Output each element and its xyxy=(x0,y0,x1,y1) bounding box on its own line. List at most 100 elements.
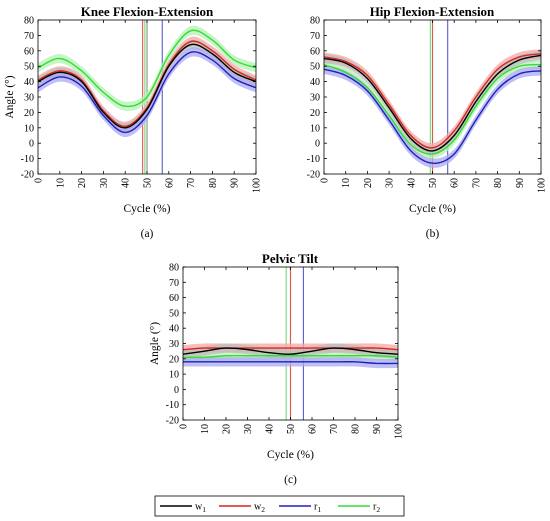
series-line-w1 xyxy=(38,43,256,129)
series-line-w2 xyxy=(324,53,541,149)
xtick-label: 30 xyxy=(99,178,110,188)
legend-label-r2: r2 xyxy=(373,502,380,515)
ytick-label: 50 xyxy=(24,62,34,73)
xtick-label: 90 xyxy=(230,178,241,188)
ytick-label: 70 xyxy=(310,31,320,42)
xtick-label: 40 xyxy=(406,178,417,188)
chart-title: Knee Flexion-Extension xyxy=(81,4,214,19)
xtick-label: 20 xyxy=(222,424,233,434)
xtick-label: 10 xyxy=(200,424,211,434)
ytick-label: -10 xyxy=(166,400,179,411)
xtick-label: 90 xyxy=(515,178,526,188)
ytick-label: -20 xyxy=(166,416,179,427)
legend-label-base: w xyxy=(254,502,262,513)
band-r2 xyxy=(38,25,256,112)
ytick-label: 20 xyxy=(24,108,34,119)
ytick-label: 50 xyxy=(310,62,320,73)
xtick-label: 50 xyxy=(428,178,439,188)
series-line-w2 xyxy=(38,40,256,127)
xtick-label: 60 xyxy=(450,178,461,188)
x-axis-label: Cycle (%) xyxy=(409,203,456,215)
xtick-label: 0 xyxy=(320,178,331,183)
xtick-label: 80 xyxy=(208,178,219,188)
y-axis-label: Angle (°) xyxy=(4,75,16,118)
x-axis-label: Cycle (%) xyxy=(267,449,314,461)
ytick-label: 40 xyxy=(169,324,179,335)
chart-panel-2: -20 -10 0 10 20 30 40 50 60 70 80 0 10 20 30 40 50 60 70 80… xyxy=(307,4,548,240)
ytick-label: 0 xyxy=(174,385,179,396)
ytick-label: 40 xyxy=(310,77,320,88)
band-r1 xyxy=(38,47,256,138)
ytick-label: 10 xyxy=(169,370,179,381)
ytick-label: 50 xyxy=(169,308,179,319)
xtick-label: 100 xyxy=(537,178,548,193)
xtick-label: 40 xyxy=(265,424,276,434)
series-line-r2 xyxy=(324,63,541,155)
ytick-label: 80 xyxy=(310,16,320,27)
chart-title: Hip Flexion-Extension xyxy=(370,4,495,19)
panel-label: (a) xyxy=(141,228,154,240)
legend-label-sub: 2 xyxy=(376,505,380,514)
ytick-label: 0 xyxy=(315,139,320,150)
ytick-label: -20 xyxy=(307,170,320,181)
ytick-label: 60 xyxy=(310,46,320,57)
xtick-label: 90 xyxy=(372,424,383,434)
legend-label-sub: 2 xyxy=(261,505,265,514)
plot-content xyxy=(38,20,256,174)
xtick-label: 30 xyxy=(243,424,254,434)
plot-content xyxy=(183,267,398,420)
chart-panel-3: -20 -10 0 10 20 30 40 50 60 70 80 0 10 20 30 40 50 60 70 80… xyxy=(149,251,405,486)
x-axis-label: Cycle (%) xyxy=(124,203,171,215)
xtick-label: 0 xyxy=(34,178,45,183)
xtick-label: 20 xyxy=(77,178,88,188)
xtick-label: 80 xyxy=(351,424,362,434)
xtick-label: 60 xyxy=(308,424,319,434)
ytick-label: 80 xyxy=(169,263,179,274)
ytick-label: 0 xyxy=(29,139,34,150)
series-line-r1 xyxy=(183,361,398,365)
xtick-label: 100 xyxy=(394,424,405,439)
series-line-w1 xyxy=(324,54,541,152)
y-axis-label: Angle (°) xyxy=(149,322,161,365)
ytick-label: -10 xyxy=(21,154,34,165)
ytick-label: -20 xyxy=(21,170,34,181)
panel-label: (b) xyxy=(426,228,440,240)
xtick-label: 80 xyxy=(493,178,504,188)
ytick-label: 80 xyxy=(24,16,34,27)
band-w1 xyxy=(183,343,398,359)
legend-label-base: r xyxy=(314,502,318,513)
ytick-label: 20 xyxy=(310,108,320,119)
series-line-w1 xyxy=(183,347,398,355)
ytick-label: 40 xyxy=(24,77,34,88)
series-line-r1 xyxy=(324,68,541,164)
legend-label-sub: 1 xyxy=(317,505,321,514)
xtick-label: 50 xyxy=(143,178,154,188)
legend-label-r1: r1 xyxy=(314,502,321,515)
xtick-label: 100 xyxy=(252,178,263,193)
xtick-label: 10 xyxy=(55,178,66,188)
xtick-label: 40 xyxy=(121,178,132,188)
xtick-label: 70 xyxy=(471,178,482,188)
chart-panel-1: -20 -10 0 10 20 30 40 50 60 70 80 0 10 20 30 40 50 60 70 80… xyxy=(4,4,263,240)
legend-label-w1: w1 xyxy=(195,502,206,515)
xtick-label: 60 xyxy=(164,178,175,188)
ytick-label: 70 xyxy=(24,31,34,42)
ytick-label: 30 xyxy=(310,93,320,104)
xtick-label: 30 xyxy=(385,178,396,188)
legend: w1 w2 r1 r2 xyxy=(154,495,405,517)
xtick-label: 0 xyxy=(179,424,190,429)
xtick-label: 10 xyxy=(341,178,352,188)
xtick-label: 70 xyxy=(329,424,340,434)
legend-label-base: r xyxy=(373,502,377,513)
legend-label-sub: 1 xyxy=(202,505,206,514)
panel-label: (c) xyxy=(284,474,297,486)
legend-label-base: w xyxy=(195,502,203,513)
xtick-label: 20 xyxy=(363,178,374,188)
ytick-label: 70 xyxy=(169,278,179,289)
ytick-label: 10 xyxy=(24,123,34,134)
xtick-label: 50 xyxy=(286,424,297,434)
chart-title: Pelvic Tilt xyxy=(262,251,319,266)
ytick-label: -10 xyxy=(307,154,320,165)
series-line-r2 xyxy=(183,354,398,359)
